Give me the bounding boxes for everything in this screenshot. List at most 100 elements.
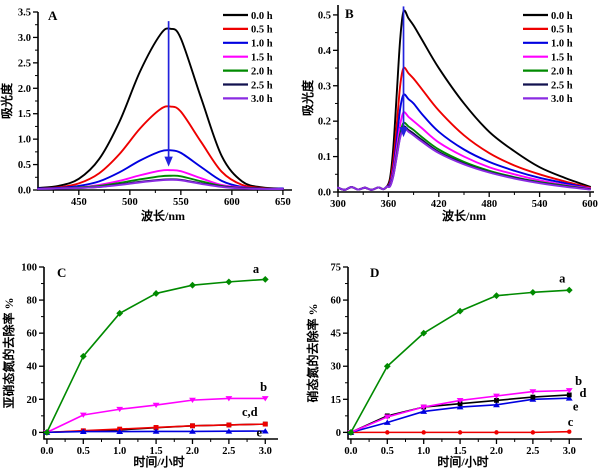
data-point-marker <box>565 395 573 401</box>
data-point-marker <box>226 422 232 428</box>
series-c-curve <box>348 429 572 435</box>
y-tick-label: 80 <box>27 296 38 307</box>
y-tick-label: 0.5 <box>18 160 31 171</box>
y-tick-label: 0.0 <box>18 186 31 197</box>
data-point-marker <box>79 352 87 360</box>
data-point-marker <box>152 290 160 297</box>
data-point-marker <box>456 398 464 404</box>
x-tick-label: 480 <box>481 199 497 210</box>
panel-letter: C <box>57 265 66 280</box>
data-point-marker <box>457 401 463 407</box>
legend-label: 1.5 h <box>551 53 573 64</box>
decrease-arrow <box>164 21 173 167</box>
x-tick-label: 1.5 <box>454 446 467 457</box>
x-tick-label: 360 <box>381 199 397 210</box>
y-tick-label: 0.5 <box>318 10 331 21</box>
curve-label-e: e <box>573 399 579 413</box>
legend-label: 1.0 h <box>551 39 573 50</box>
y-tick-label: 0.3 <box>318 81 331 92</box>
y-tick-label: 1.0 <box>18 135 31 146</box>
data-point-marker <box>457 430 463 435</box>
data-point-marker <box>116 428 124 434</box>
x-tick-label: 600 <box>224 197 240 208</box>
data-point-marker <box>530 430 536 435</box>
y-tick-label: 1.5 <box>18 109 31 120</box>
axes: 300 360 420 480 540 600 0.0 0.1 0.2 0.3 0.4 0.5 <box>318 5 598 210</box>
legend-label: 0.5 h <box>551 25 573 36</box>
curve-label-d: d <box>579 386 586 400</box>
y-tick-label: 0.0 <box>318 188 331 199</box>
y-tick-label: 60 <box>27 329 38 340</box>
legend-label: 3.0 h <box>551 94 573 105</box>
data-point-marker <box>385 430 390 435</box>
decrease-arrow <box>399 6 408 138</box>
legend-label: 0.0 h <box>551 11 573 22</box>
data-point-marker <box>225 278 233 286</box>
data-point-marker <box>529 288 537 296</box>
y-tick-label: 0 <box>336 428 341 439</box>
x-tick-label: 0.0 <box>40 446 53 457</box>
data-point-marker <box>79 412 87 418</box>
data-point-marker <box>420 404 428 410</box>
y-tick-label: 0 <box>32 428 37 439</box>
axes: 0.0 0.5 1.0 1.5 2.0 2.5 3.0 0 15 30 45 60 75 <box>331 263 582 457</box>
x-tick-label: 450 <box>71 197 87 208</box>
legend-label: 2.5 h <box>551 80 573 91</box>
data-point-marker <box>189 281 196 289</box>
x-tick-label: 2.0 <box>186 446 199 457</box>
y-axis-title: 吸光度 <box>0 82 14 119</box>
data-point-marker <box>421 430 426 435</box>
legend-item: 2.0 h <box>223 66 273 77</box>
series-1.0h-curve <box>337 93 591 191</box>
data-point-marker <box>153 425 159 430</box>
data-point-marker <box>347 428 355 436</box>
curve-label-cd: c,d <box>242 405 258 419</box>
x-tick-label: 1.0 <box>417 446 430 457</box>
x-axis-title: 波长/nm <box>442 208 486 223</box>
y-axis-title: 吸光度 <box>300 79 315 116</box>
data-point-marker <box>565 388 573 394</box>
data-point-marker <box>43 428 51 436</box>
x-tick-label: 1.5 <box>150 446 163 457</box>
legend-item: 2.5 h <box>523 80 573 91</box>
legend-item: 2.5 h <box>223 80 273 91</box>
panel-a-absorbance-spectra-chart: 450 500 550 600 650 0.0 0.5 1.0 1.5 2.0 2.5 3.0 3.5 波… <box>0 8 292 223</box>
data-point-marker <box>567 429 572 434</box>
legend-item: 1.0 h <box>523 39 573 50</box>
data-point-marker <box>493 393 500 399</box>
legend-label: 2.0 h <box>551 66 573 77</box>
x-tick-label: 550 <box>173 197 189 208</box>
legend-label: 1.5 h <box>251 53 273 64</box>
x-tick-label: 420 <box>431 199 447 210</box>
legend-item: 2.0 h <box>523 66 573 77</box>
data-point-marker <box>225 428 233 434</box>
x-tick-label: 0.0 <box>344 446 357 457</box>
data-point-marker <box>494 430 499 435</box>
panel-b-absorbance-spectra-chart: 300 360 420 480 540 600 0.0 0.1 0.2 0.3 0.4 0.5 波长/n… <box>300 5 598 223</box>
y-tick-label: 0.2 <box>318 117 331 128</box>
data-point-marker <box>152 402 160 408</box>
series-b-curve <box>347 388 573 436</box>
y-tick-label: 30 <box>331 362 342 373</box>
data-point-marker <box>189 397 196 404</box>
data-point-marker <box>262 421 268 427</box>
x-tick-label: 2.5 <box>222 446 235 457</box>
data-point-marker <box>152 428 160 434</box>
x-tick-label: 0.5 <box>77 446 90 457</box>
series-3.0h-curve <box>37 178 284 190</box>
legend-item: 1.0 h <box>223 39 273 50</box>
curve-label-a: a <box>559 271 566 285</box>
x-tick-label: 300 <box>330 199 346 210</box>
y-tick-label: 75 <box>331 263 342 274</box>
curve-label-e: e <box>257 426 263 440</box>
x-tick-label: 600 <box>582 199 598 210</box>
data-point-marker <box>456 307 464 315</box>
data-point-marker <box>566 392 572 398</box>
data-point-marker <box>383 419 391 425</box>
x-tick-label: 540 <box>532 199 548 210</box>
y-tick-label: 100 <box>21 263 37 274</box>
data-point-marker <box>116 309 124 317</box>
y-tick-label: 0.4 <box>318 46 332 57</box>
y-tick-label: 0.1 <box>318 152 331 163</box>
curve-label-b: b <box>575 374 582 388</box>
